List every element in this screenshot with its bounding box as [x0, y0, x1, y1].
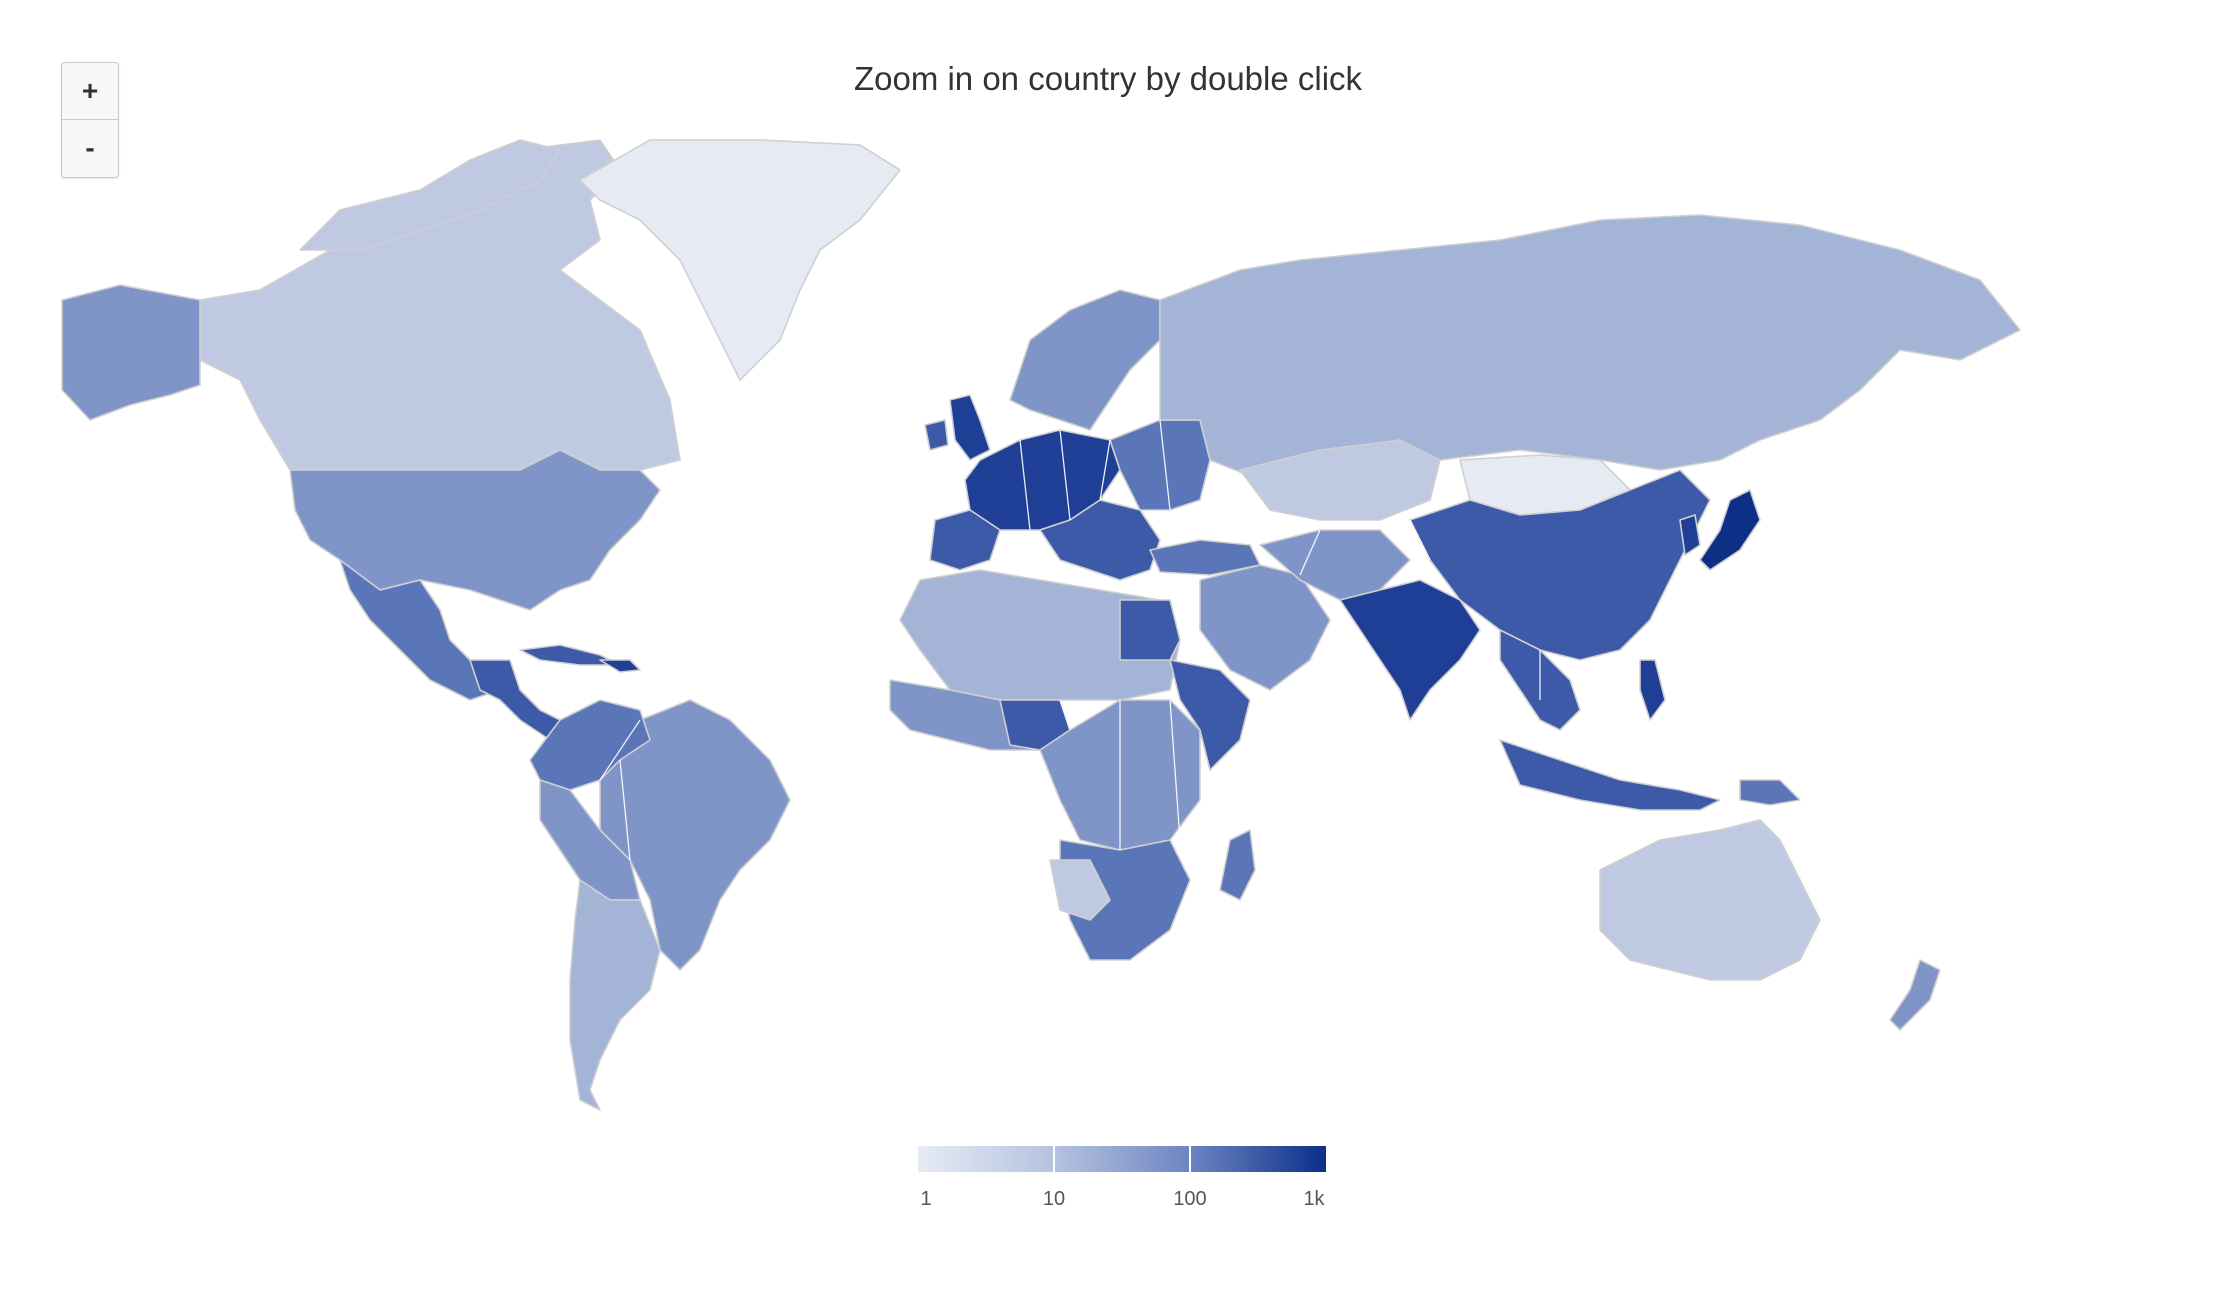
country-venezuela-colombia[interactable] — [529, 699, 651, 791]
country-china[interactable] — [1409, 469, 1711, 661]
country-eastern-europe[interactable] — [1109, 419, 1211, 511]
zoom-in-button[interactable]: + — [62, 63, 118, 120]
country-brazil[interactable] — [599, 699, 791, 971]
country-ireland[interactable] — [924, 419, 949, 451]
map-title: Zoom in on country by double click — [853, 60, 1363, 97]
country-india[interactable] — [1339, 579, 1481, 721]
country-indonesia[interactable] — [1499, 739, 1721, 811]
country-australia[interactable] — [1599, 819, 1821, 981]
country-iran-afghanistan[interactable] — [1259, 529, 1411, 601]
country-russia[interactable] — [1159, 214, 2021, 491]
country-kazakhstan[interactable] — [1239, 439, 1441, 521]
country-papua-new-guinea[interactable] — [1739, 779, 1801, 806]
color-legend — [918, 1146, 1326, 1172]
country-korea[interactable] — [1679, 514, 1701, 556]
country-greenland[interactable] — [579, 139, 901, 381]
legend-tick-label: 1 — [920, 1188, 932, 1210]
country-japan[interactable] — [1699, 489, 1761, 571]
country-alaska[interactable] — [61, 284, 201, 421]
country-caribbean[interactable] — [599, 659, 641, 673]
zoom-out-button[interactable]: - — [85, 132, 95, 163]
country-philippines[interactable] — [1639, 659, 1666, 721]
country-east-africa[interactable] — [1169, 659, 1251, 771]
legend-tick-label: 10 — [1042, 1188, 1066, 1210]
country-iberia[interactable] — [929, 509, 1001, 571]
country-madagascar[interactable] — [1219, 829, 1256, 901]
legend-tick-label: 1k — [1303, 1188, 1325, 1210]
legend-tick-label: 100 — [1173, 1188, 1207, 1210]
country-namibia-botswana[interactable] — [1049, 859, 1111, 921]
country-egypt[interactable] — [1119, 599, 1181, 661]
legend-gradient-bar — [918, 1146, 1326, 1172]
country-united-states[interactable] — [289, 449, 661, 611]
country-scandinavia[interactable] — [1009, 289, 1161, 431]
country-borders — [599, 419, 1541, 861]
country-canada-arctic-islands[interactable] — [299, 139, 561, 251]
country-new-zealand[interactable] — [1889, 959, 1941, 1031]
country-united-kingdom[interactable] — [949, 394, 991, 461]
country-north-africa[interactable] — [899, 569, 1181, 701]
country-argentina-chile[interactable] — [569, 879, 661, 1111]
zoom-controls: + - — [61, 62, 119, 178]
country-middle-east[interactable] — [1199, 564, 1331, 691]
